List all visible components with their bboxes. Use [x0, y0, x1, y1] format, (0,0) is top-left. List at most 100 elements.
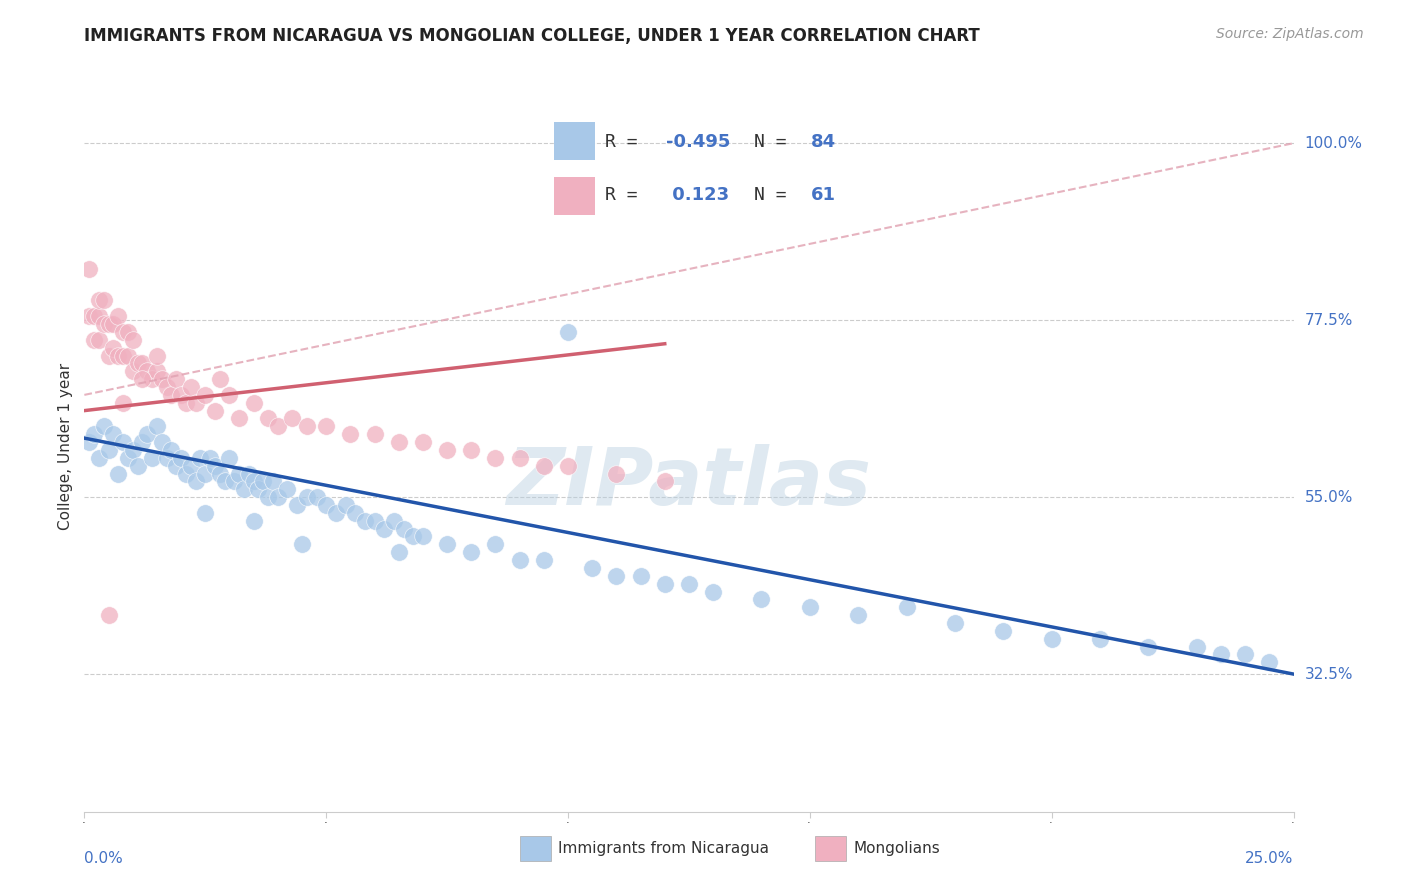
Point	[276, 482, 298, 496]
Point	[160, 442, 183, 457]
Point	[412, 529, 434, 543]
Point	[654, 475, 676, 489]
Point	[194, 388, 217, 402]
Point	[460, 545, 482, 559]
Point	[214, 475, 236, 489]
Point	[242, 475, 264, 489]
Text: IMMIGRANTS FROM NICARAGUA VS MONGOLIAN COLLEGE, UNDER 1 YEAR CORRELATION CHART: IMMIGRANTS FROM NICARAGUA VS MONGOLIAN C…	[84, 27, 980, 45]
Text: Mongolians: Mongolians	[853, 841, 941, 855]
Point	[846, 608, 869, 623]
Point	[285, 498, 308, 512]
Point	[107, 310, 129, 324]
Point	[121, 442, 143, 457]
Point	[204, 458, 226, 473]
Point	[1234, 648, 1257, 662]
Point	[117, 450, 139, 465]
Point	[184, 475, 207, 489]
Point	[233, 482, 256, 496]
Point	[170, 450, 193, 465]
Point	[112, 349, 135, 363]
Point	[402, 529, 425, 543]
Point	[97, 442, 120, 457]
Point	[1137, 640, 1160, 654]
Point	[97, 317, 120, 331]
Point	[208, 467, 231, 481]
Point	[107, 467, 129, 481]
Point	[141, 450, 163, 465]
Point	[581, 561, 603, 575]
Point	[436, 442, 458, 457]
Point	[484, 537, 506, 551]
Y-axis label: College, Under 1 year: College, Under 1 year	[58, 362, 73, 530]
Point	[533, 458, 555, 473]
Point	[121, 364, 143, 378]
Point	[509, 553, 531, 567]
Point	[155, 450, 177, 465]
Point	[93, 419, 115, 434]
Point	[557, 458, 579, 473]
Text: 77.5%: 77.5%	[1305, 313, 1353, 327]
Point	[373, 522, 395, 536]
Point	[896, 600, 918, 615]
Point	[392, 522, 415, 536]
Point	[107, 349, 129, 363]
Point	[83, 310, 105, 324]
Text: 25.0%: 25.0%	[1246, 851, 1294, 865]
Point	[87, 293, 110, 308]
Text: 55.0%: 55.0%	[1305, 490, 1353, 505]
Point	[224, 475, 246, 489]
Point	[83, 333, 105, 347]
Point	[605, 467, 627, 481]
Point	[605, 568, 627, 582]
Point	[198, 450, 221, 465]
Point	[194, 467, 217, 481]
Point	[87, 333, 110, 347]
Point	[160, 388, 183, 402]
Point	[87, 450, 110, 465]
Point	[83, 427, 105, 442]
Point	[295, 490, 318, 504]
Point	[460, 442, 482, 457]
Point	[242, 396, 264, 410]
Point	[131, 356, 153, 370]
Point	[112, 435, 135, 450]
Point	[1258, 655, 1281, 669]
Point	[165, 458, 187, 473]
Point	[127, 356, 149, 370]
Point	[228, 411, 250, 425]
Point	[412, 435, 434, 450]
Point	[77, 262, 100, 277]
Point	[218, 450, 240, 465]
Point	[218, 388, 240, 402]
Point	[141, 372, 163, 386]
Point	[242, 514, 264, 528]
Point	[117, 349, 139, 363]
Point	[267, 490, 290, 504]
Point	[204, 403, 226, 417]
Point	[382, 514, 405, 528]
Point	[252, 475, 274, 489]
Point	[93, 317, 115, 331]
Point	[174, 467, 197, 481]
Text: 32.5%: 32.5%	[1305, 666, 1353, 681]
Point	[943, 615, 966, 630]
Point	[344, 506, 367, 520]
Point	[146, 364, 169, 378]
Point	[170, 388, 193, 402]
Point	[136, 364, 159, 378]
Point	[131, 435, 153, 450]
Point	[184, 396, 207, 410]
Point	[136, 427, 159, 442]
Point	[799, 600, 821, 615]
Point	[339, 427, 361, 442]
Point	[1209, 648, 1232, 662]
Text: Source: ZipAtlas.com: Source: ZipAtlas.com	[1216, 27, 1364, 41]
Point	[146, 349, 169, 363]
Point	[93, 293, 115, 308]
Point	[77, 435, 100, 450]
Point	[228, 467, 250, 481]
Point	[180, 380, 202, 394]
Point	[363, 514, 385, 528]
Point	[247, 482, 270, 496]
Text: Immigrants from Nicaragua: Immigrants from Nicaragua	[558, 841, 769, 855]
